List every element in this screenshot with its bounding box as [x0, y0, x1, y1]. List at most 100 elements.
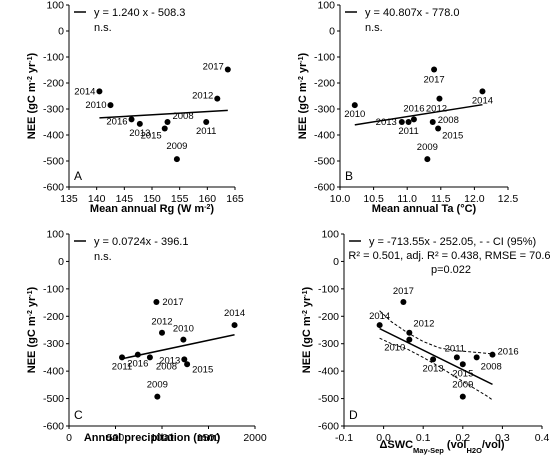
data-point-2015 — [161, 125, 168, 132]
y-axis-label: NEE (gC m-2 yr-1) — [26, 52, 38, 139]
panel-letter: C — [74, 408, 83, 422]
data-point-2012 — [214, 95, 221, 102]
data-point-2013 — [398, 119, 405, 125]
x-tick-label: 0.2 — [455, 432, 470, 444]
point-label-2009: 2009 — [166, 141, 187, 152]
point-label-2017: 2017 — [162, 297, 183, 308]
y-tick-label: -600 — [43, 421, 64, 433]
regression-line — [354, 103, 483, 126]
x-tick-label: 1000 — [150, 432, 174, 444]
x-axis-label: Mean annual Ta (°C) — [372, 203, 477, 215]
significance-annotation: n.s. — [365, 22, 383, 34]
data-point-2016 — [489, 351, 496, 358]
y-tick-label: 0 — [58, 26, 64, 38]
regression-equation: y = 1.240 x - 508.3 — [94, 7, 185, 19]
data-point-2011 — [203, 119, 210, 125]
y-tick-label: 0 — [58, 256, 64, 268]
regression-line — [379, 327, 493, 386]
x-tick-label: 12.5 — [498, 193, 519, 205]
y-axis-label: NEE (gC m-2 yr-1) — [26, 286, 38, 373]
ci-lower-line — [379, 337, 493, 401]
point-label-2015: 2015 — [141, 131, 162, 142]
data-point-2017 — [224, 66, 231, 73]
data-point-2008 — [146, 354, 153, 361]
x-tick-label: 10.5 — [363, 193, 384, 205]
panel-letter: A — [74, 169, 82, 183]
y-tick-label: -300 — [43, 104, 64, 116]
y-axis-label: NEE (gC m-2 yr-1) — [301, 286, 313, 373]
x-tick-label: 135 — [60, 193, 78, 205]
significance-annotation: n.s. — [94, 22, 112, 34]
data-point-2009 — [424, 156, 431, 163]
point-label-2013: 2013 — [376, 117, 397, 128]
x-tick-label: 140 — [88, 193, 106, 205]
y-tick-label: 100 — [46, 229, 64, 241]
point-label-2012: 2012 — [192, 91, 213, 102]
y-axis-label: NEE (gC m-2 yr-1) — [297, 52, 309, 139]
point-label-2012: 2012 — [426, 104, 447, 115]
x-tick-label: 145 — [116, 193, 134, 205]
data-point-2009 — [459, 393, 466, 400]
ci-upper-line — [379, 310, 493, 355]
x-tick-label: 165 — [226, 193, 244, 205]
y-tick-label: 100 — [321, 229, 339, 241]
data-point-2010 — [107, 102, 114, 109]
y-tick-label: -100 — [43, 283, 64, 295]
point-label-2011: 2011 — [112, 361, 132, 372]
y-tick-label: -100 — [318, 283, 339, 295]
y-tick-label: -600 — [43, 182, 64, 194]
point-label-2014: 2014 — [369, 311, 390, 322]
point-label-2010: 2010 — [85, 100, 106, 111]
x-tick-label: 150 — [143, 193, 161, 205]
point-label-2008: 2008 — [481, 361, 502, 372]
point-label-2014: 2014 — [472, 95, 493, 106]
data-point-2015 — [435, 125, 442, 132]
x-tick-label: 11.0 — [397, 193, 417, 205]
y-tick-label: -600 — [318, 421, 339, 433]
y-tick-label: -300 — [314, 104, 335, 116]
point-label-2008: 2008 — [172, 111, 193, 122]
data-point-2009 — [173, 156, 180, 163]
x-tick-label: 0.0 — [376, 432, 391, 444]
point-label-2013: 2013 — [159, 355, 180, 366]
y-tick-label: -400 — [43, 130, 64, 142]
x-axis-label: Annual precipitation (mm) — [84, 432, 221, 444]
x-tick-label: 11.5 — [431, 193, 451, 205]
regression-equation: y = 0.0724x - 396.1 — [94, 236, 188, 248]
x-axis-label: Mean annual Rg (W m-2) — [90, 203, 215, 215]
y-tick-label: -100 — [43, 52, 64, 64]
y-tick-label: -200 — [314, 78, 335, 90]
x-tick-label: 2000 — [243, 432, 267, 444]
data-point-2011 — [453, 354, 460, 361]
data-point-2010 — [406, 336, 413, 343]
point-label-2013: 2013 — [423, 363, 444, 374]
y-tick-label: -400 — [314, 130, 335, 142]
panel-letter: B — [345, 169, 353, 183]
y-tick-label: -600 — [314, 182, 335, 194]
data-point-2008 — [164, 119, 171, 125]
significance-annotation: R² = 0.501, adj. R² = 0.438, RMSE = 70.6… — [348, 250, 550, 262]
point-label-2014: 2014 — [74, 86, 95, 97]
point-label-2017: 2017 — [203, 61, 224, 72]
y-tick-label: -300 — [43, 338, 64, 350]
data-point-2014 — [96, 88, 103, 95]
data-point-2013 — [430, 356, 437, 363]
data-point-2014 — [479, 88, 486, 95]
x-tick-label: -0.1 — [335, 432, 353, 444]
y-tick-label: -500 — [43, 393, 64, 405]
regression-equation: y = -713.55x - 252.05, - - CI (95%) — [369, 236, 536, 248]
x-tick-label: 155 — [171, 193, 189, 205]
y-tick-label: -500 — [314, 156, 335, 168]
point-label-2009: 2009 — [147, 380, 168, 391]
regression-line — [99, 109, 228, 119]
data-point-2016 — [128, 116, 135, 123]
y-tick-label: 100 — [46, 0, 64, 12]
data-point-2008 — [429, 119, 436, 125]
point-label-2016: 2016 — [403, 103, 424, 114]
y-tick-label: 0 — [333, 256, 339, 268]
point-label-2008: 2008 — [156, 361, 177, 372]
point-label-2014: 2014 — [224, 308, 245, 319]
data-point-2016 — [410, 116, 417, 123]
